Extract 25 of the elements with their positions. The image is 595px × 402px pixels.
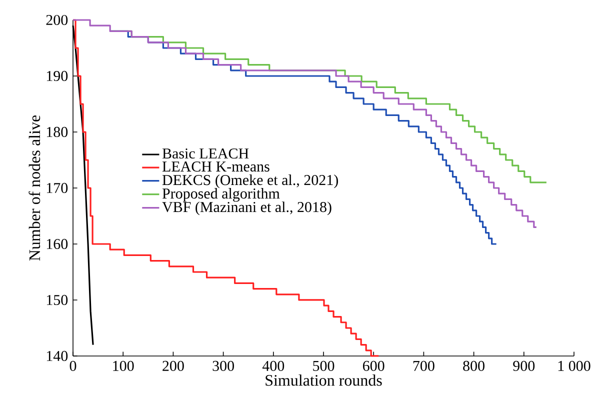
x-tick-label: 1 000 [558,360,590,371]
legend-label: Proposed algorithm [162,188,280,202]
x-tick-label: 300 [212,360,234,371]
x-tick-label: 100 [113,360,134,371]
x-axis-title: Simulation rounds [266,374,382,386]
x-tick-label: 900 [513,360,535,371]
legend-label: LEACH K-means [162,162,270,172]
x-tick-label: 0 [70,360,76,371]
legend-label: Basic LEACH [162,148,249,159]
y-tick-label: 160 [46,238,68,250]
y-tick-label: 150 [46,294,68,306]
x-tick-label: 600 [362,360,384,371]
legend-label: VBF (Mazinani et al., 2018) [162,202,332,216]
y-tick-label: 180 [46,126,68,138]
x-tick-label: 800 [463,360,484,371]
x-tick-label: 500 [313,360,334,371]
x-tick-label: 700 [413,360,434,371]
y-tick-label: 170 [46,182,68,194]
legend-label: DEKCS (Omeke et al., 2021) [162,174,338,188]
y-tick-label: 190 [46,70,68,82]
x-tick-label: 200 [162,360,184,371]
x-tick-label: 400 [262,360,284,371]
y-axis-title: Number of nodes alive [28,115,40,261]
y-tick-label: 200 [46,14,68,26]
y-tick-label: 140 [46,350,68,362]
